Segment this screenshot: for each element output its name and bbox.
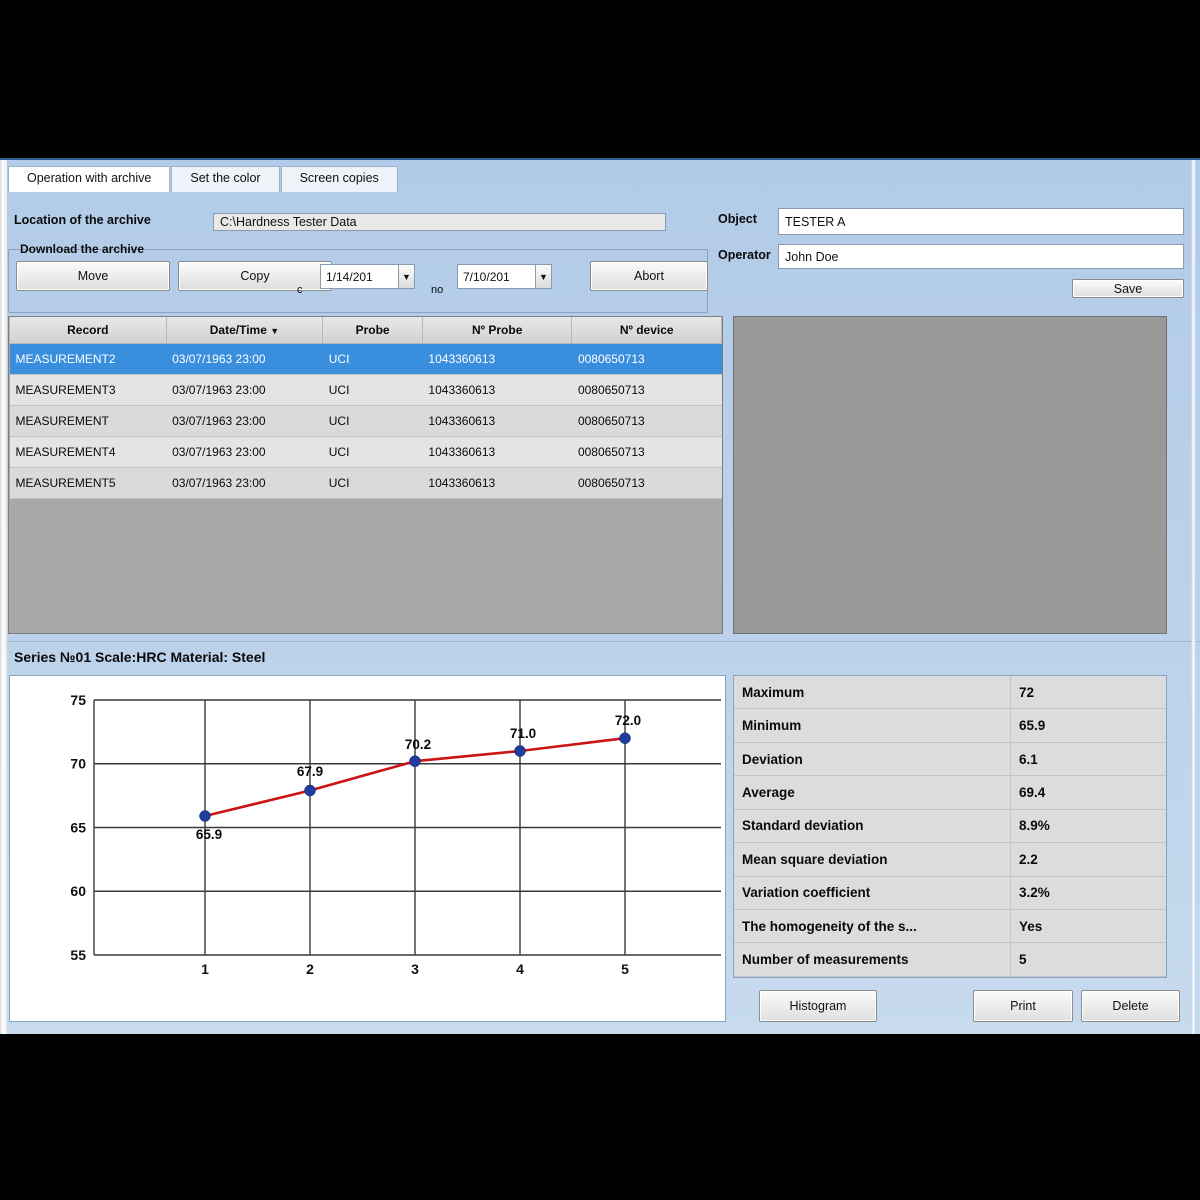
- svg-text:70.2: 70.2: [405, 737, 431, 752]
- svg-text:1: 1: [201, 961, 209, 977]
- svg-text:65: 65: [70, 820, 86, 836]
- svg-text:72.0: 72.0: [615, 713, 641, 728]
- svg-text:70: 70: [70, 756, 86, 772]
- svg-text:2: 2: [306, 961, 314, 977]
- svg-text:75: 75: [70, 692, 86, 708]
- svg-text:65.9: 65.9: [196, 827, 222, 842]
- svg-text:60: 60: [70, 883, 86, 899]
- svg-text:67.9: 67.9: [297, 764, 323, 779]
- svg-text:3: 3: [411, 961, 419, 977]
- svg-text:71.0: 71.0: [510, 726, 536, 741]
- svg-text:4: 4: [516, 961, 524, 977]
- svg-text:5: 5: [621, 961, 629, 977]
- svg-text:55: 55: [70, 947, 86, 963]
